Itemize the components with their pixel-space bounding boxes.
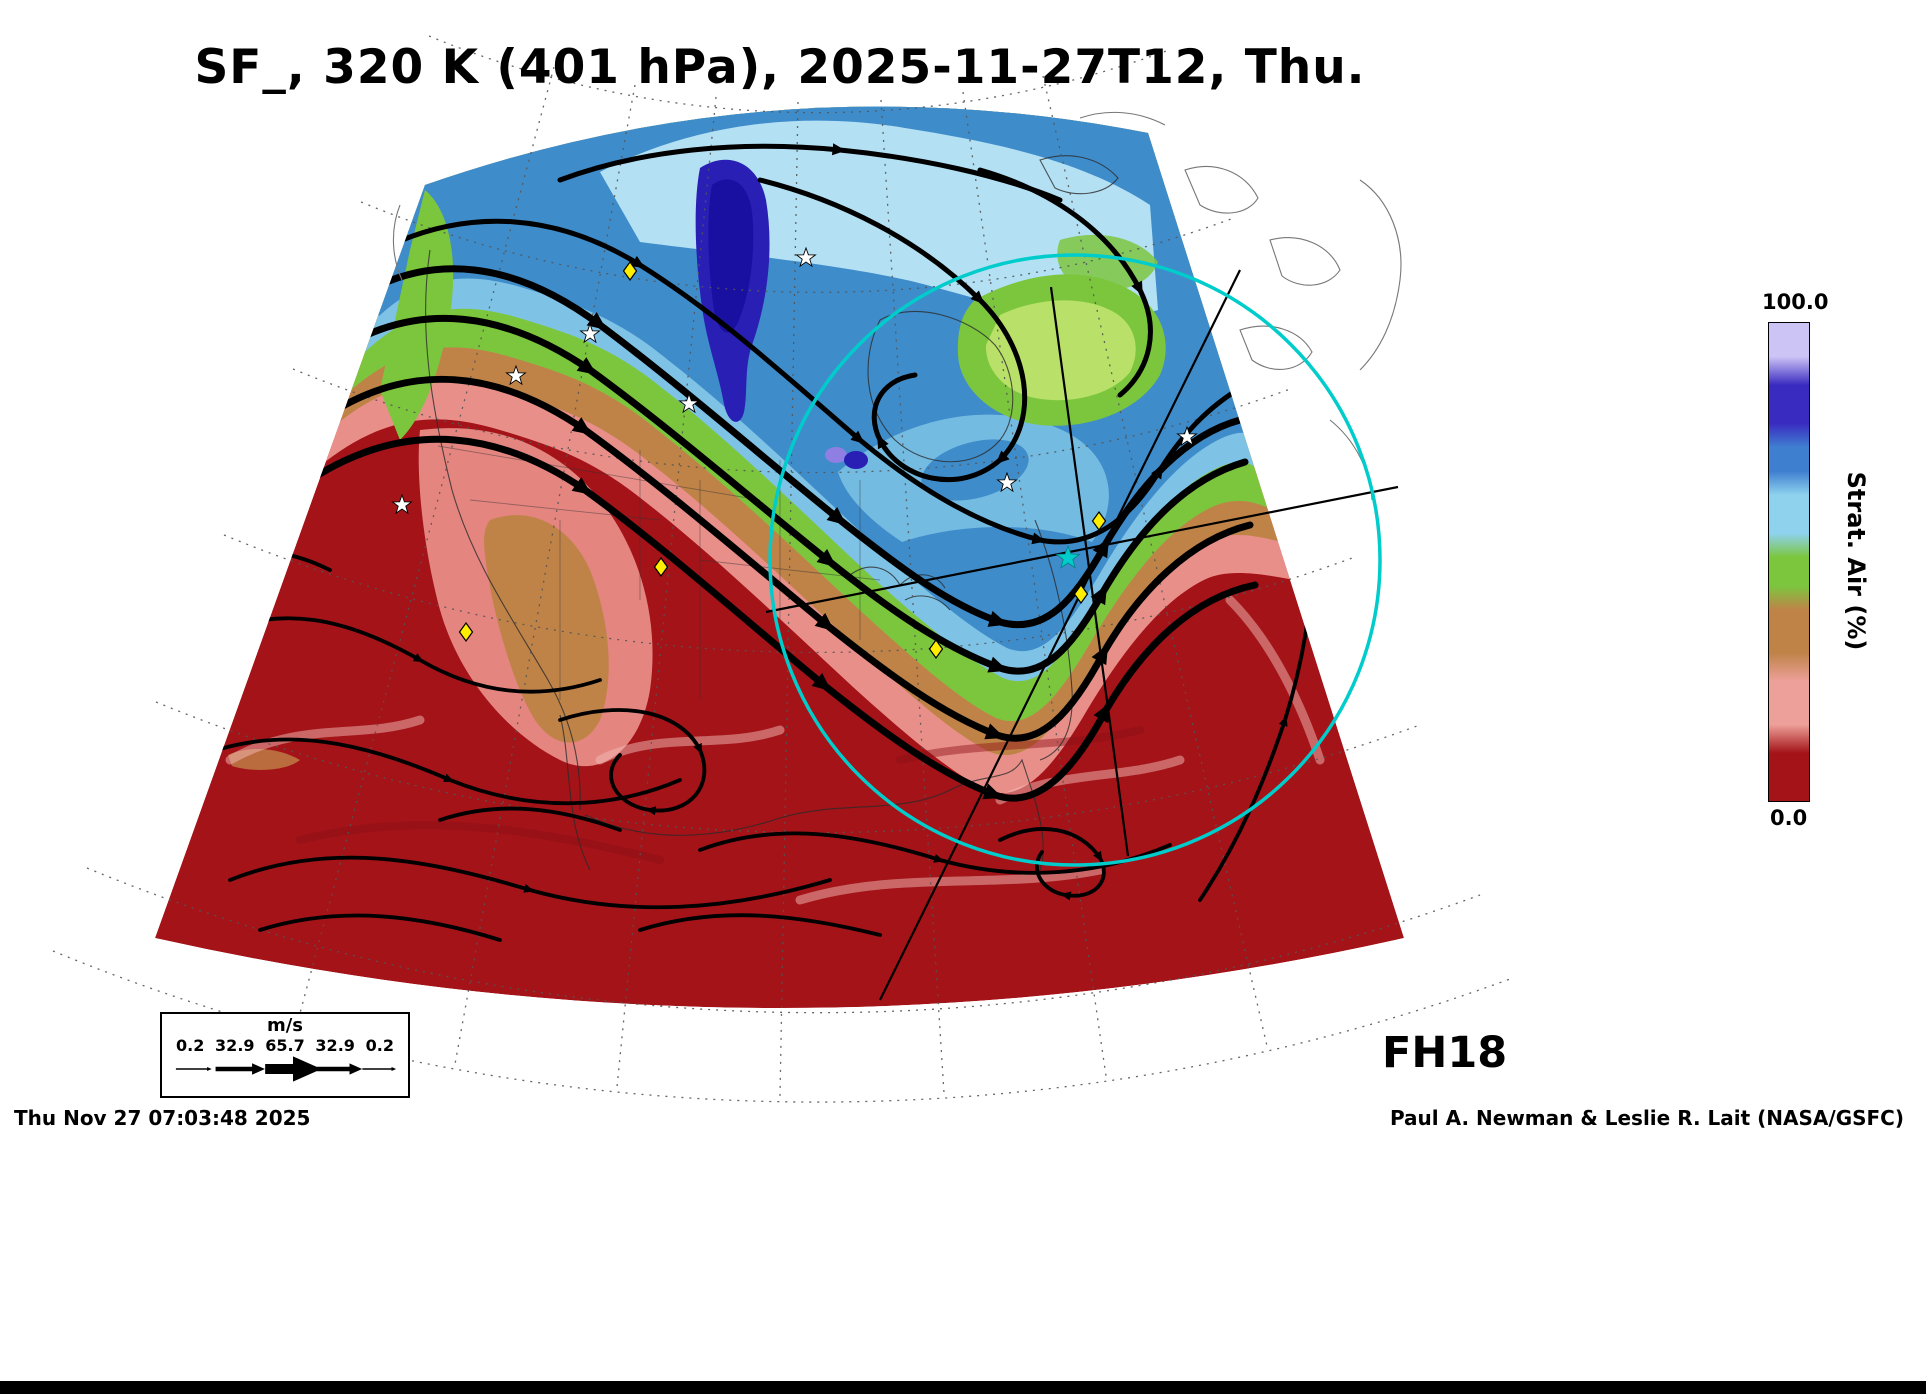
colorbar-title: Strat. Air (%) (1842, 471, 1870, 651)
cross-section-line (1049, 286, 1130, 857)
wind-legend-value: 65.7 (265, 1036, 305, 1055)
wind-legend-unit: m/s (266, 1015, 304, 1036)
colorbar (1768, 322, 1810, 802)
station-diamond-marker (622, 260, 638, 282)
wind-legend-value: 32.9 (315, 1036, 355, 1055)
colorbar-max-label: 100.0 (1762, 290, 1829, 314)
wind-legend-value: 0.2 (176, 1036, 205, 1055)
cross-section-line (879, 269, 1241, 1001)
range-circle (768, 253, 1382, 867)
station-star-marker (795, 246, 817, 268)
west-coastline (425, 249, 581, 811)
station-star-marker (996, 471, 1018, 493)
tropical-streamline (638, 913, 882, 937)
tropical-streamline (228, 855, 832, 910)
section-overlays (765, 253, 1399, 1001)
green-patch-northeast-core (985, 300, 1136, 401)
station-markers (391, 246, 1198, 660)
wind-legend-value: 0.2 (365, 1036, 394, 1055)
plot-title: SF_, 320 K (401 hPa), 2025-11-27T12, Thu… (194, 40, 1366, 95)
polar-streamline-swirl (757, 177, 1028, 483)
jet-streamline-north (377, 218, 1258, 545)
pink-streak-1 (225, 715, 425, 765)
station-star-marker (391, 493, 413, 515)
colorbar-gradient (1769, 323, 1809, 801)
wind-streamlines (188, 143, 1314, 942)
station-diamond-marker (458, 621, 474, 643)
wind-legend-values: 0.2 32.9 65.7 32.9 0.2 (162, 1036, 408, 1055)
tropical-eddy (558, 708, 707, 816)
tropical-streamline (438, 806, 622, 832)
tropical-eddy (998, 827, 1106, 901)
station-diamond-marker (653, 556, 669, 578)
generation-timestamp: Thu Nov 27 07:03:48 2025 (14, 1106, 311, 1130)
maroon-streak-1 (296, 821, 664, 864)
tropical-streamline (258, 913, 502, 942)
wind-scale-arrow (175, 1056, 397, 1082)
forecast-hour-label: FH18 (1382, 1028, 1508, 1078)
station-diamond-marker (1073, 583, 1089, 605)
navy-spot (844, 451, 868, 469)
baja-coastline (559, 714, 591, 871)
tropical-streamline (188, 737, 682, 806)
purple-spot (825, 447, 847, 463)
station-star-marker (579, 322, 601, 344)
station-diamond-marker (928, 638, 944, 660)
green-patch-northwest-edge (380, 190, 454, 440)
wind-speed-legend: m/s 0.2 32.9 65.7 32.9 0.2 (160, 1012, 410, 1098)
station-star-marker (1176, 425, 1198, 447)
station-diamond-marker (1091, 510, 1107, 532)
polar-streamline (557, 143, 1063, 203)
bottom-bar (0, 1381, 1926, 1394)
station-star-marker (678, 392, 700, 414)
credit-text: Paul A. Newman & Leslie R. Lait (NASA/GS… (1389, 1106, 1904, 1130)
colorbar-min-label: 0.0 (1770, 806, 1808, 830)
station-star-marker (505, 364, 527, 386)
wind-legend-value: 32.9 (215, 1036, 255, 1055)
cross-section-line (765, 485, 1399, 614)
arctic-islands-inner (1039, 155, 1119, 195)
pink-streak-4 (1225, 595, 1325, 765)
jet-streamline (306, 435, 1259, 802)
center-cyan-star-marker (1055, 544, 1081, 569)
